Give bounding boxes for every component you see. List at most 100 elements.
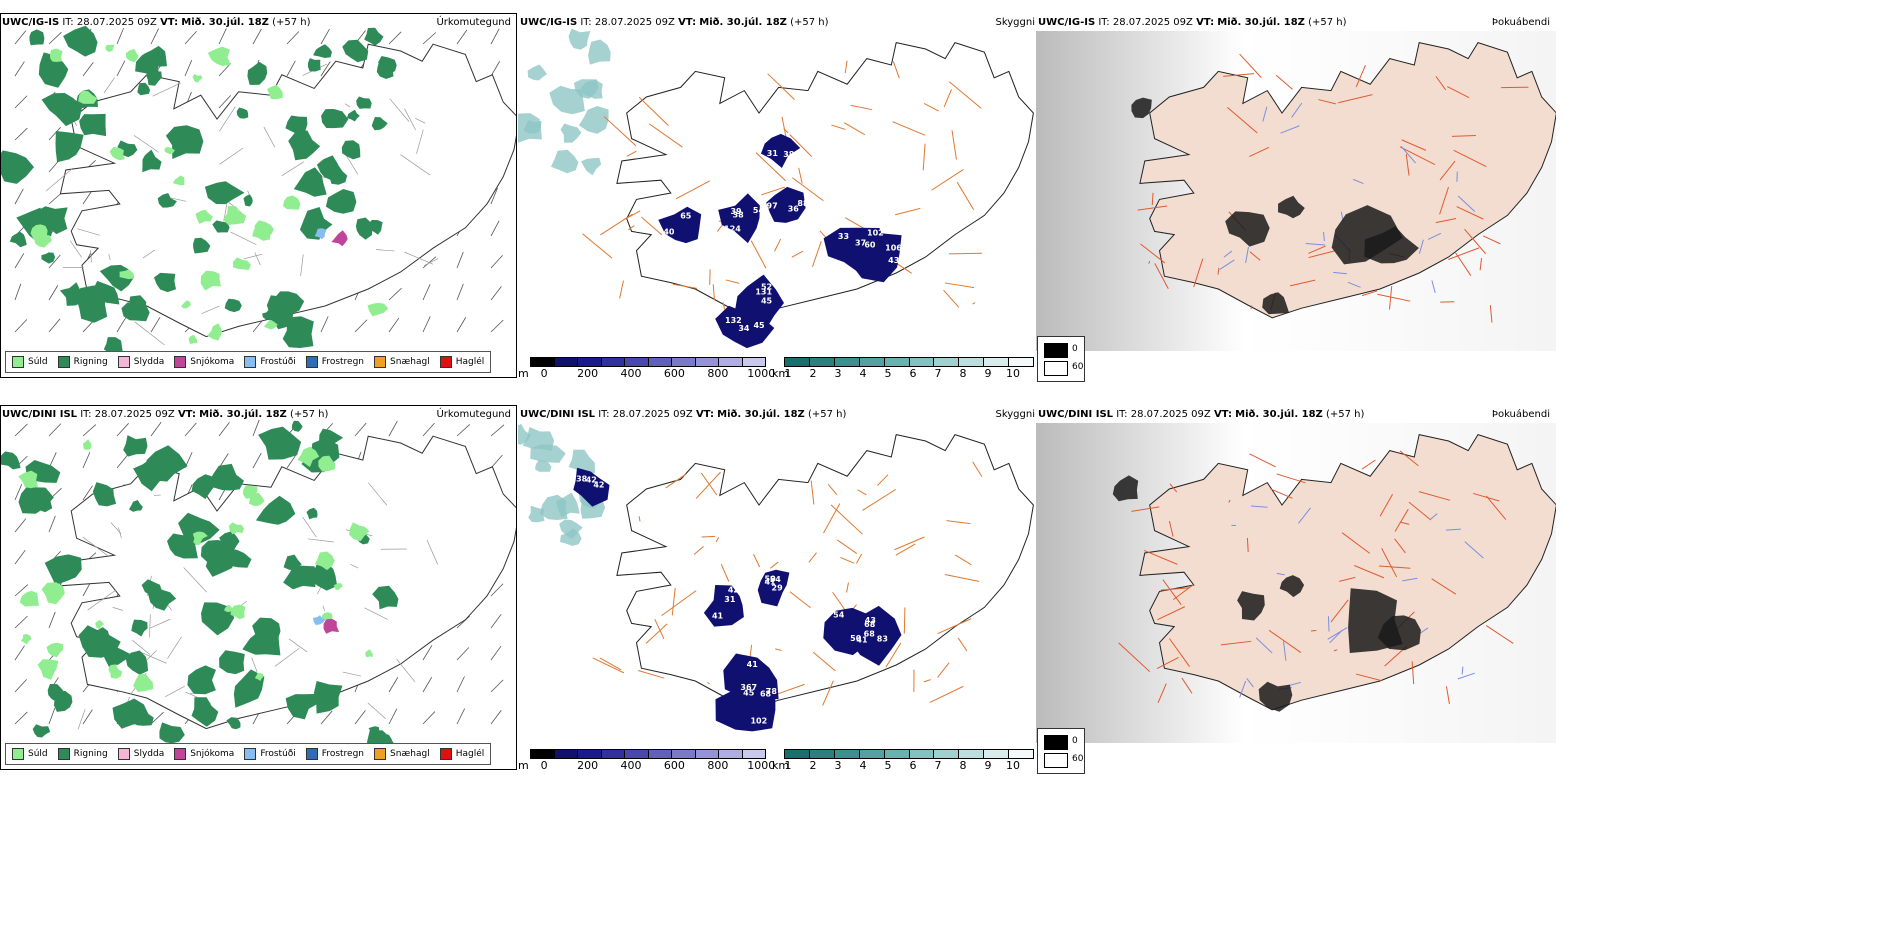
wind-barb [456,317,467,333]
road-line [1156,657,1179,669]
legend-swatch [439,748,452,760]
road-line [404,108,416,131]
low-visibility-area [568,449,595,475]
legend-item: Súld [12,748,48,760]
vt-label: VT: [160,17,179,28]
wind-barb [150,28,159,45]
river-line [1239,680,1247,698]
vt-value: Mið. 30.júl. 18Z [181,17,269,28]
vt-label: VT: [177,409,196,420]
road-line [251,657,258,673]
river-line [1223,250,1233,258]
colorbar-step [695,358,719,366]
colorbar-tick: 10 [1006,367,1020,380]
wind-barb [150,711,164,725]
road-line [1249,251,1261,261]
legend-item: Rigning [57,356,108,368]
rain-area [356,96,372,109]
cloud-base-label: 38 [783,150,795,159]
road-line [622,210,641,221]
road-line [755,152,787,182]
fog-legend-label-high: 0 [1072,736,1078,746]
rain-area [252,617,281,645]
road-line [281,161,305,177]
wind-barb [490,187,498,205]
header-cloudbase-bottom: UWC/DINI ISL IT: 28.07.2025 09Z VT: Mið.… [520,406,1035,424]
road-line [1275,74,1293,90]
cloud-base-label: 367 [740,683,757,692]
rain-area [63,25,98,57]
legend-swatch [374,356,387,368]
it-label: IT: [1116,409,1128,420]
road-line [368,482,388,506]
cloud-base-label: 68 [760,689,772,698]
iceland-outline [616,434,1034,711]
wind-barb [422,284,431,301]
road-line [693,545,704,555]
drizzle-area [243,485,258,499]
fog-legend-label-low: 60 [1072,362,1084,372]
road-line [415,117,426,124]
river-line [1322,232,1325,242]
road-line [722,302,726,310]
rain-area [355,217,373,240]
rain-area [157,193,177,208]
cloud-base-label: 43 [888,256,899,265]
cloud-base-label: 41 [764,578,776,587]
snow-area [323,618,340,634]
colorbar-step [859,750,885,758]
road-line [1388,285,1393,310]
panel-title-fog: Þokuábendi [1491,409,1550,420]
colorbar-tick: 1000 [747,759,776,772]
low-visibility-area [535,460,552,472]
river-line [1347,281,1361,288]
colorbar-tick: 400 [620,367,642,380]
road-line [375,249,395,252]
colorbar-step [578,750,602,758]
cloud-base-label: 45 [743,688,755,697]
road-line [1308,245,1326,254]
river-line [1464,541,1484,559]
road-line [1228,499,1231,503]
wind-barb [116,454,129,469]
drizzle-area [318,455,336,472]
rain-area [41,252,56,264]
cloud-base-label: 56 [748,591,760,600]
it-label: IT: [62,17,74,28]
fog-legend-swatch-high [1044,343,1068,358]
wind-barb [354,319,368,333]
road-line [367,702,386,719]
wind-barb [14,549,26,565]
low-cloud-area [715,689,776,732]
drizzle-area [365,649,373,658]
road-line [798,167,803,184]
colorbar [784,357,1034,367]
colorbar [530,357,766,367]
drizzle-area [19,590,39,607]
legend-swatch [57,748,70,760]
model-source: UWC/IG-IS [2,17,60,28]
cloud-base-label: 29 [772,583,784,592]
wind-barb [150,421,162,437]
rain-area [306,507,318,520]
wind-barb [456,283,464,301]
road-line [302,516,317,538]
wind-barb [218,63,231,77]
legend-swatch [174,748,187,760]
cloud-base-label: 52 [761,282,772,291]
it-value: 28.07.2025 09Z [594,17,675,28]
fog-area [1237,591,1265,621]
road-line [1405,154,1410,176]
road-line [582,233,613,259]
wind-barb [184,422,197,437]
road-line [1157,606,1186,621]
legend-label: Snjókoma [190,749,235,759]
wind-barb [218,422,230,437]
colorbar-tick: 1 [784,759,792,772]
rain-area [266,295,296,325]
wind-barb [422,645,433,661]
legend-item: Frostregn [305,356,364,368]
road-line [1268,629,1302,653]
colorbar-step [1009,358,1034,366]
rain-area [341,140,361,160]
